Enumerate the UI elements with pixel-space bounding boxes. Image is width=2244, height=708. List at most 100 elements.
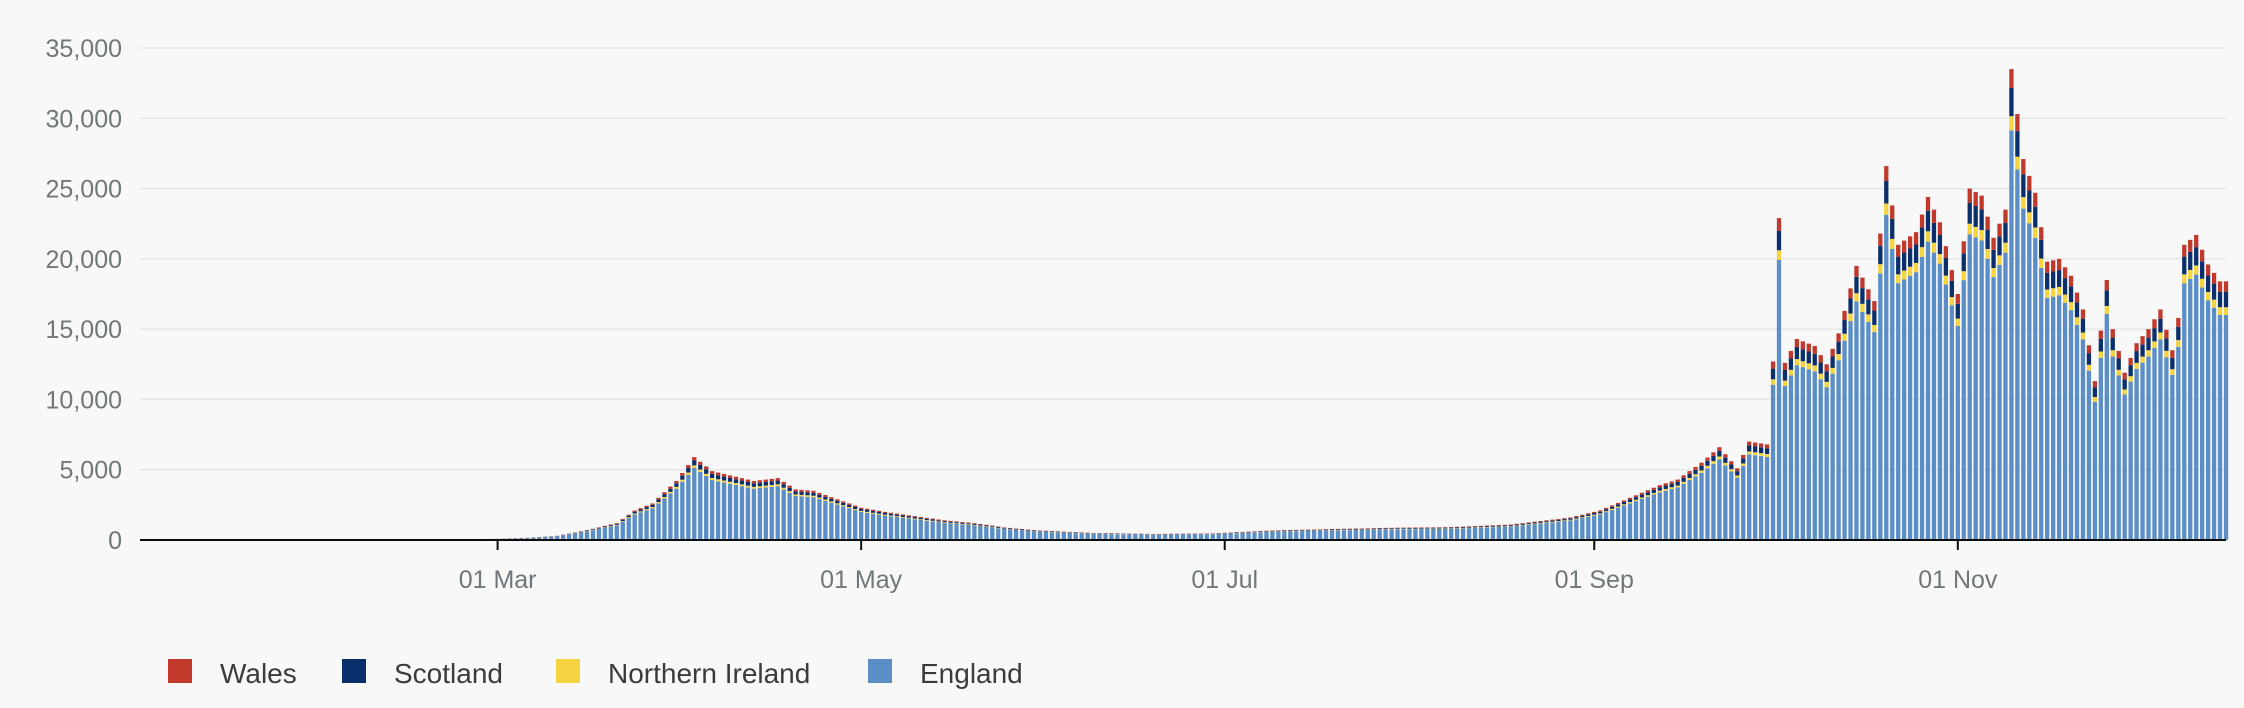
bar-segment-wales bbox=[1466, 526, 1472, 527]
bar-segment-england bbox=[1776, 259, 1782, 540]
bar-segment-scotland bbox=[1848, 298, 1853, 314]
bar-segment-scotland bbox=[2176, 326, 2181, 341]
bar-segment-scotland bbox=[1925, 210, 1931, 232]
bar-segment-northern-ireland bbox=[2122, 389, 2127, 395]
bar-segment-northern-ireland bbox=[894, 516, 900, 518]
bar-segment-scotland bbox=[2045, 272, 2050, 290]
bar-segment-wales bbox=[882, 511, 888, 514]
bar-segment-england bbox=[1532, 524, 1537, 540]
bar-segment-scotland bbox=[1687, 473, 1692, 479]
bar-segment-england bbox=[692, 467, 697, 540]
bar-segment-england bbox=[972, 525, 977, 540]
bar-segment-wales bbox=[614, 523, 619, 524]
bar-segment-england bbox=[1067, 532, 1072, 540]
bar-segment-england bbox=[1466, 528, 1472, 540]
bar-segment-wales bbox=[1919, 214, 1925, 228]
bar-segment-wales bbox=[1675, 479, 1680, 482]
bar-segment-england bbox=[990, 527, 995, 540]
bar-segment-england bbox=[817, 499, 822, 540]
bar-segment-scotland bbox=[1669, 483, 1674, 488]
bar-segment-england bbox=[1055, 532, 1060, 540]
bar-segment-wales bbox=[984, 524, 989, 526]
bar-segment-northern-ireland bbox=[1913, 262, 1919, 273]
bar-segment-wales bbox=[996, 526, 1001, 528]
bar-segment-england bbox=[1484, 527, 1490, 540]
bar-segment-wales bbox=[972, 523, 977, 524]
bar-segment-northern-ireland bbox=[775, 484, 780, 487]
bar-segment-england bbox=[590, 530, 596, 540]
bar-segment-wales bbox=[2182, 244, 2187, 257]
bar-segment-wales bbox=[1788, 350, 1794, 359]
bar-segment-scotland bbox=[650, 504, 655, 508]
bar-segment-england bbox=[614, 525, 619, 540]
bar-segment-scotland bbox=[1306, 530, 1311, 531]
bar-segment-scotland bbox=[763, 481, 768, 486]
bar-segment-northern-ireland bbox=[721, 480, 727, 483]
bar-segment-wales bbox=[823, 495, 828, 497]
bar-segment-england bbox=[1329, 530, 1335, 540]
bar-segment-england bbox=[2217, 314, 2223, 540]
bar-segment-scotland bbox=[1812, 353, 1817, 366]
bar-segment-england bbox=[1550, 522, 1555, 540]
bar-segment-scotland bbox=[936, 520, 941, 522]
bar-segment-england bbox=[2152, 347, 2157, 540]
bar-segment-wales bbox=[1455, 526, 1460, 528]
bar-segment-northern-ireland bbox=[2205, 292, 2211, 301]
bar-segment-scotland bbox=[1592, 513, 1597, 515]
bar-segment-northern-ireland bbox=[1675, 485, 1680, 488]
bar-segment-england bbox=[1395, 529, 1400, 540]
bar-segment-england bbox=[1091, 533, 1096, 540]
bar-segment-northern-ireland bbox=[1890, 238, 1895, 249]
bar-segment-england bbox=[1937, 263, 1943, 540]
bar-segment-wales bbox=[1866, 289, 1871, 300]
bar-segment-england bbox=[638, 512, 643, 540]
bar-segment-wales bbox=[906, 515, 911, 517]
bar-segment-england bbox=[799, 496, 804, 540]
bar-segment-england bbox=[1967, 234, 1972, 540]
bar-segment-england bbox=[1294, 531, 1299, 540]
bar-segment-england bbox=[1162, 534, 1168, 540]
bar-segment-northern-ireland bbox=[781, 487, 786, 490]
bar-segment-scotland bbox=[1806, 351, 1811, 364]
bar-segment-england bbox=[1264, 531, 1269, 540]
bar-segment-england bbox=[1365, 529, 1370, 540]
bar-segment-scotland bbox=[1025, 530, 1031, 531]
bar-segment-wales bbox=[1729, 461, 1734, 465]
bar-segment-england bbox=[1198, 534, 1204, 540]
bar-segment-wales bbox=[721, 473, 727, 477]
bar-segment-northern-ireland bbox=[1860, 303, 1865, 312]
bar-segment-scotland bbox=[1049, 531, 1055, 532]
bar-segment-scotland bbox=[1061, 531, 1066, 533]
bar-segment-northern-ireland bbox=[942, 522, 947, 523]
bar-segment-wales bbox=[596, 527, 602, 528]
bar-segment-northern-ireland bbox=[793, 494, 798, 496]
bar-segment-northern-ireland bbox=[2021, 197, 2026, 209]
bar-segment-scotland bbox=[978, 524, 983, 526]
bar-segment-england bbox=[1019, 530, 1025, 540]
bar-segment-northern-ireland bbox=[1586, 515, 1591, 517]
bar-segment-wales bbox=[864, 508, 870, 510]
bar-segment-scotland bbox=[1961, 253, 1966, 272]
bar-segment-wales bbox=[978, 523, 983, 525]
bar-segment-england bbox=[936, 522, 941, 540]
bar-segment-scotland bbox=[2164, 338, 2169, 351]
bar-segment-northern-ireland bbox=[1878, 264, 1883, 274]
bar-segment-wales bbox=[930, 518, 935, 520]
bar-segment-wales bbox=[739, 478, 745, 481]
bar-segment-england bbox=[781, 489, 786, 540]
bar-segment-england bbox=[1383, 529, 1388, 540]
bar-segment-england bbox=[1359, 529, 1364, 540]
bar-segment-wales bbox=[2021, 159, 2026, 175]
bar-segment-scotland bbox=[769, 481, 774, 485]
bar-segment-northern-ireland bbox=[1764, 453, 1770, 457]
bar-segment-england bbox=[1764, 456, 1770, 540]
bar-segment-northern-ireland bbox=[1526, 524, 1531, 525]
bar-segment-scotland bbox=[2009, 87, 2014, 117]
bar-segment-england bbox=[1431, 528, 1436, 540]
bar-segment-wales bbox=[2110, 329, 2115, 338]
bar-segment-wales bbox=[2039, 227, 2044, 240]
bar-segment-scotland bbox=[1377, 528, 1382, 530]
bar-segment-northern-ireland bbox=[1872, 324, 1877, 333]
bar-segment-northern-ireland bbox=[2039, 258, 2044, 268]
bar-segment-northern-ireland bbox=[829, 501, 834, 503]
